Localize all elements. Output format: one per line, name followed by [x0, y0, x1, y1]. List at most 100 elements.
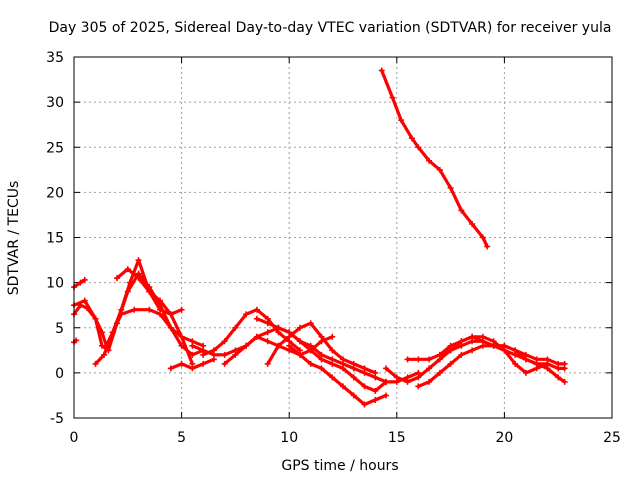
data-point	[296, 324, 303, 331]
data-point	[77, 279, 84, 286]
y-tick-label: 20	[46, 185, 64, 201]
series-trace-13	[286, 333, 336, 358]
data-point	[286, 342, 293, 349]
data-point	[383, 365, 390, 372]
data-point	[131, 306, 138, 313]
data-point	[415, 374, 422, 381]
data-point	[307, 347, 314, 354]
y-tick-label: 10	[46, 276, 64, 292]
data-point	[118, 311, 125, 318]
data-point	[404, 378, 411, 385]
data-point	[555, 360, 562, 367]
plot-frame	[73, 56, 613, 419]
data-point	[426, 365, 433, 372]
data-point	[479, 234, 486, 241]
data-point	[436, 166, 443, 173]
data-point	[415, 383, 422, 390]
x-tick-label: 5	[177, 430, 186, 446]
data-point	[167, 324, 174, 331]
data-point	[275, 342, 282, 349]
data-point	[178, 360, 185, 367]
data-point	[426, 157, 433, 164]
data-point	[92, 360, 99, 367]
data-point	[469, 333, 476, 340]
y-axis-label: SDTVAR / TECUs	[6, 181, 22, 296]
series-line	[380, 68, 489, 249]
data-point	[232, 351, 239, 358]
series-trace-6	[114, 266, 196, 367]
grid	[74, 57, 612, 418]
data-point	[221, 360, 228, 367]
data-point	[243, 342, 250, 349]
data-point	[372, 396, 379, 403]
data-point	[157, 311, 164, 318]
series-line	[115, 267, 194, 366]
data-point	[479, 342, 486, 349]
data-point	[264, 329, 271, 336]
data-point	[135, 257, 142, 264]
data-point	[167, 365, 174, 372]
data-point	[81, 276, 88, 283]
data-point	[512, 360, 519, 367]
data-point	[447, 360, 454, 367]
data-point	[329, 374, 336, 381]
x-tick-label: 10	[280, 430, 298, 446]
series-trace-18	[436, 333, 551, 376]
series-trace-3	[71, 276, 88, 291]
data-point	[350, 374, 357, 381]
data-point	[533, 365, 540, 372]
data-point	[135, 275, 142, 282]
data-point	[426, 356, 433, 363]
data-point	[436, 369, 443, 376]
data-point	[329, 347, 336, 354]
series-group	[71, 67, 568, 408]
data-point	[340, 383, 346, 390]
data-point	[561, 378, 568, 385]
x-tick-label: 15	[388, 430, 406, 446]
data-point	[307, 320, 314, 327]
data-point	[378, 67, 385, 74]
series-trace-14	[378, 67, 491, 250]
data-point	[329, 333, 336, 340]
data-point	[372, 369, 379, 376]
data-point	[178, 306, 185, 313]
data-point	[415, 144, 422, 151]
data-point	[210, 347, 217, 354]
data-point	[350, 360, 357, 367]
data-point	[484, 243, 491, 250]
data-point	[114, 275, 121, 282]
data-point	[544, 360, 551, 367]
data-point	[98, 342, 105, 349]
data-point	[522, 351, 529, 358]
data-point	[447, 184, 454, 191]
y-tick-label: 15	[46, 231, 64, 247]
data-point	[458, 338, 465, 345]
data-point	[458, 351, 465, 358]
chart-title: Day 305 of 2025, Sidereal Day-to-day VTE…	[49, 20, 612, 36]
data-point	[350, 392, 357, 399]
x-tick-label: 25	[603, 430, 621, 446]
data-point	[561, 360, 568, 367]
data-point	[146, 288, 153, 295]
data-point	[221, 338, 228, 345]
data-point	[512, 347, 519, 354]
data-point	[178, 333, 185, 340]
y-tick-label: 5	[55, 321, 64, 337]
series-trace-11	[253, 315, 422, 385]
series-line	[255, 317, 420, 384]
data-point	[490, 338, 497, 345]
y-tick-label: 30	[46, 95, 64, 111]
data-point	[393, 374, 400, 381]
data-point	[232, 324, 239, 331]
data-point	[146, 306, 153, 313]
data-point	[296, 338, 303, 345]
series-line	[72, 272, 205, 357]
data-point	[404, 356, 411, 363]
data-point	[318, 351, 325, 358]
data-point	[501, 347, 508, 354]
data-point	[383, 378, 390, 385]
series-line	[223, 335, 388, 407]
data-point	[469, 347, 476, 354]
data-point	[383, 392, 390, 399]
